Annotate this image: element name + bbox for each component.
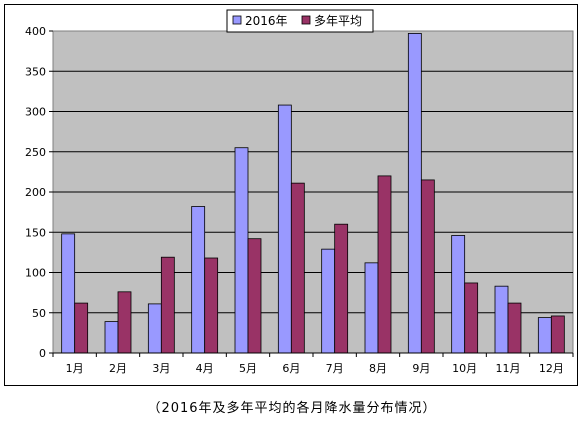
- x-tick-label: 10月: [452, 362, 477, 375]
- bar-average-12: [550, 315, 565, 354]
- bar-chart: 0 50 100 150 200 250 300 350 400 1月 2月 3月 4月 5月 6月 7月 8…: [25, 9, 574, 375]
- bar-2016-12: [537, 317, 552, 354]
- chart-caption: （2016年及多年平均的各月降水量分布情况）: [147, 401, 437, 416]
- x-tick-label: 8月: [369, 362, 387, 375]
- y-tick-label: 50: [32, 307, 46, 320]
- legend-label-2016: 2016年: [245, 14, 288, 28]
- bar-2016-3: [147, 303, 162, 354]
- x-tick-label: 6月: [282, 362, 300, 375]
- x-tick-label: 7月: [326, 362, 344, 375]
- bar-average-2: [117, 291, 132, 354]
- bar-average-7: [334, 223, 349, 354]
- legend-swatch-2016: [232, 15, 242, 25]
- bar-average-4: [204, 257, 219, 354]
- bar-average-9: [420, 179, 435, 354]
- legend-label-average: 多年平均: [314, 14, 362, 28]
- bar-average-1: [74, 302, 89, 354]
- bars: [61, 33, 565, 354]
- bar-average-3: [160, 256, 175, 354]
- bar-average-8: [377, 175, 392, 354]
- bar-2016-6: [277, 104, 292, 354]
- chart-frame: 0 50 100 150 200 250 300 350 400 1月 2月 3月 4月 5月 6月 7月 8…: [4, 4, 578, 386]
- x-tick-label: 4月: [196, 362, 214, 375]
- x-tick-label: 9月: [412, 362, 430, 375]
- bar-2016-5: [234, 147, 249, 354]
- x-tick-label: 2月: [109, 362, 127, 375]
- gridlines: [53, 70, 573, 314]
- legend: 2016年 多年平均: [226, 9, 374, 33]
- x-tick-label: 3月: [152, 362, 170, 375]
- legend-box: [226, 9, 374, 33]
- x-tick-label: 12月: [539, 362, 564, 375]
- x-tick-label: 5月: [239, 362, 257, 375]
- bar-2016-1: [61, 233, 76, 354]
- bar-2016-7: [321, 248, 336, 354]
- bar-2016-4: [191, 206, 206, 354]
- bar-average-11: [507, 302, 522, 354]
- y-tick-label: 250: [25, 146, 46, 159]
- bar-2016-11: [494, 285, 509, 354]
- bar-average-6: [290, 182, 305, 354]
- y-tick-label: 400: [25, 25, 46, 38]
- y-tick-label: 350: [25, 65, 46, 78]
- bar-average-10: [464, 282, 479, 354]
- y-tick-label: 100: [25, 267, 46, 280]
- bar-2016-2: [104, 321, 119, 354]
- bar-2016-10: [451, 235, 466, 354]
- bar-2016-9: [407, 33, 422, 354]
- y-tick-label: 200: [25, 186, 46, 199]
- x-tick-label: 1月: [66, 362, 84, 375]
- x-axis-ticks: 1月 2月 3月 4月 5月 6月 7月 8月 9月 10月 11月 12月: [52, 353, 574, 375]
- y-tick-label: 300: [25, 106, 46, 119]
- y-tick-label: 150: [25, 226, 46, 239]
- bar-2016-8: [364, 262, 379, 354]
- y-tick-label: 0: [39, 347, 46, 360]
- legend-swatch-average: [301, 15, 311, 25]
- x-tick-label: 11月: [496, 362, 521, 375]
- bar-average-5: [247, 238, 262, 354]
